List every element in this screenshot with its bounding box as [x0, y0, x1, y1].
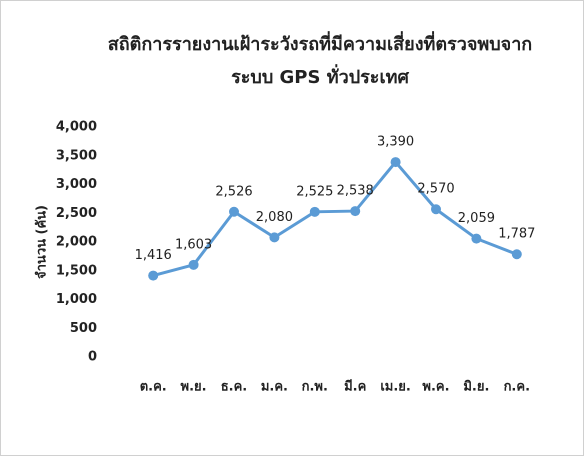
x-tick-label: ต.ค.: [140, 380, 167, 395]
data-label: 1,787: [498, 227, 535, 242]
marker: [390, 157, 401, 168]
x-tick-label: ธ.ค.: [221, 380, 248, 395]
y-tick-label: 0: [88, 350, 97, 365]
data-label: 2,538: [337, 184, 374, 199]
marker: [431, 204, 441, 215]
marker: [269, 232, 280, 243]
data-label: 2,525: [296, 184, 333, 199]
marker: [188, 259, 199, 270]
marker: [350, 206, 361, 217]
marker: [511, 249, 522, 260]
marker: [471, 233, 482, 244]
x-tick-label: พ.ค.: [422, 380, 449, 395]
data-label: 1,416: [135, 248, 172, 263]
x-tick-label: ม.ค.: [261, 380, 288, 395]
y-tick-label: 1,000: [56, 292, 97, 307]
marker: [309, 206, 320, 217]
chart-title: สถิติการรายงานเฝ้าระวังรถที่มีความเสี่ยง…: [108, 31, 532, 55]
y-tick-label: 1,500: [56, 263, 97, 278]
x-tick-label: พ.ย.: [181, 380, 207, 395]
y-tick-label: 2,000: [56, 235, 97, 250]
y-tick-label: 3,000: [56, 177, 97, 192]
data-label: 1,603: [175, 237, 212, 252]
x-tick-label: มี.ค: [344, 379, 366, 395]
line: [152, 159, 518, 278]
y-axis-label: จำนวน (คัน): [34, 205, 50, 279]
x-tick-label: มิ.ย.: [463, 380, 489, 395]
data-label: 2,059: [458, 211, 495, 226]
x-tick-label: เม.ย.: [380, 380, 411, 395]
x-tick-label: ก.พ.: [302, 380, 328, 395]
marker: [148, 270, 159, 281]
y-tick-label: 4,000: [56, 120, 97, 135]
marker: [229, 206, 239, 217]
y-tick-label: 3,500: [56, 148, 97, 163]
chart-title: ระบบ GPS ทั่วประเทศ: [231, 64, 409, 88]
data-label: 2,080: [256, 210, 293, 225]
data-label: 2,526: [215, 184, 252, 199]
data-label: 2,570: [417, 182, 454, 197]
data-label: 3,390: [377, 135, 414, 150]
y-tick-label: 2,500: [56, 206, 97, 221]
x-tick-label: ก.ค.: [504, 380, 530, 395]
y-tick-label: 500: [70, 321, 97, 336]
